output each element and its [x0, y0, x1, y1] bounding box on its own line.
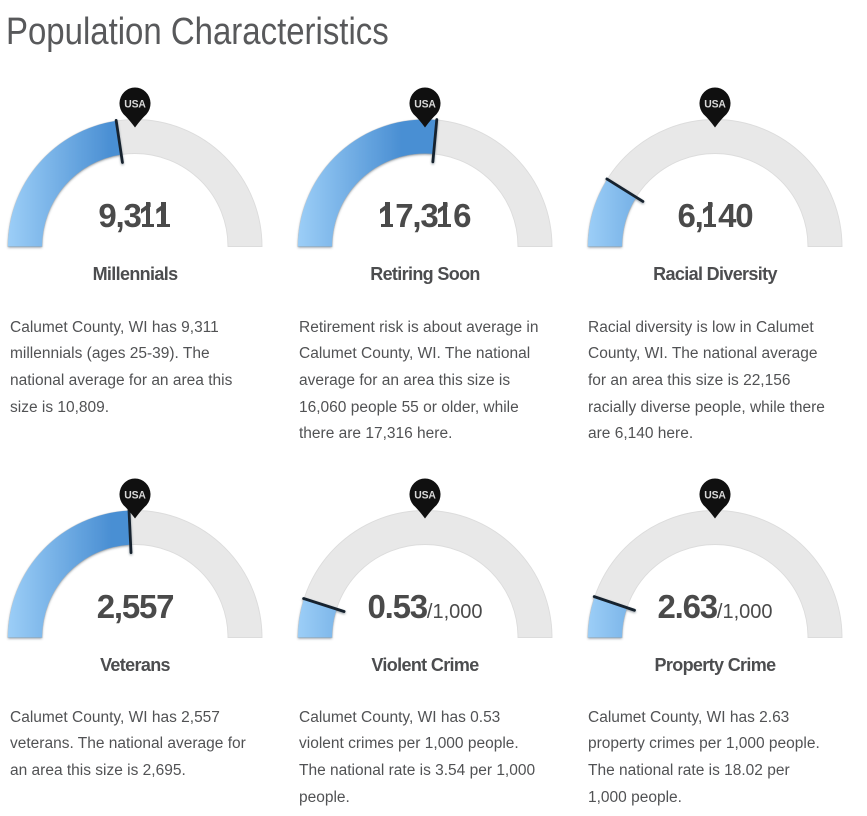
svg-text:USA: USA [124, 98, 146, 110]
svg-text:USA: USA [414, 98, 436, 110]
svg-text:USA: USA [414, 489, 436, 501]
svg-text:USA: USA [704, 489, 726, 501]
svg-text:USA: USA [704, 98, 726, 110]
svg-text:USA: USA [124, 489, 146, 501]
